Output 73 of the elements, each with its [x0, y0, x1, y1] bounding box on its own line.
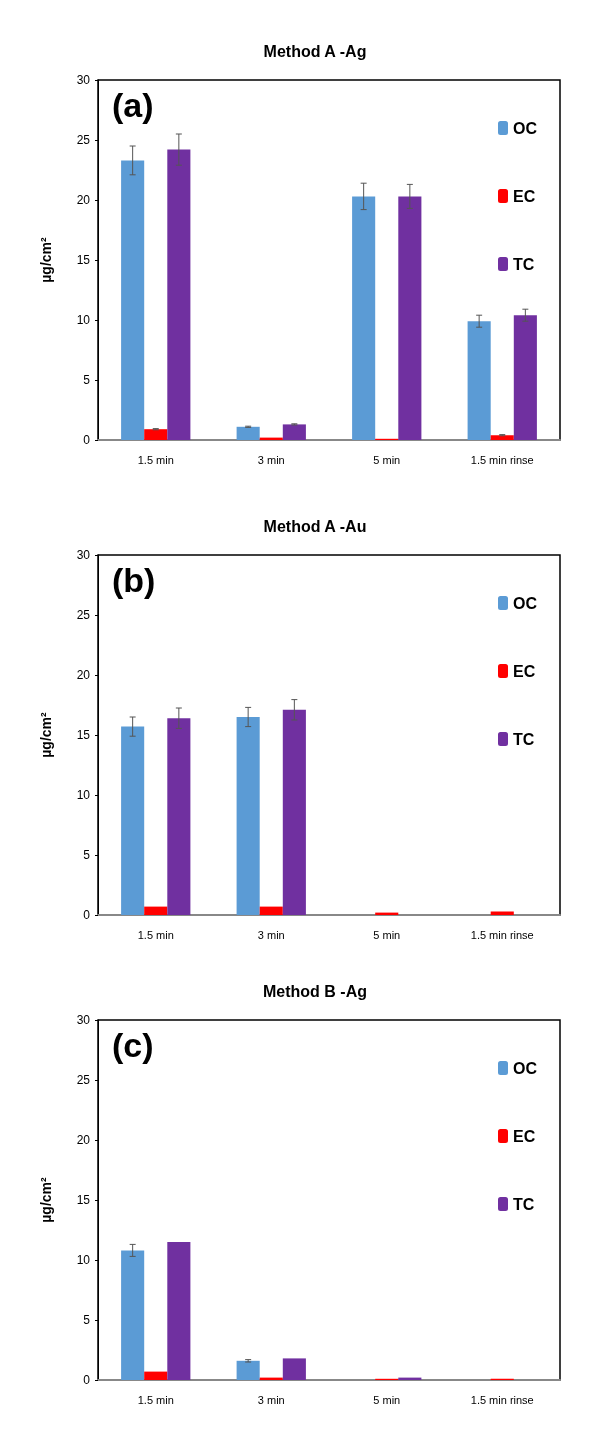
y-tick-label: 25	[76, 133, 91, 147]
annotation: (a)	[112, 86, 154, 124]
legend-label: EC	[513, 1127, 536, 1145]
bar	[282, 424, 306, 440]
x-tick-label: 5 min	[373, 453, 401, 466]
legend-label: EC	[513, 662, 536, 680]
bar	[490, 435, 514, 440]
y-tick-label: 20	[76, 1133, 91, 1147]
y-tick-label: 30	[76, 73, 91, 87]
legend-label: TC	[513, 255, 535, 273]
bar	[167, 1242, 191, 1380]
y-axis-title: µg/cm²	[38, 1176, 54, 1223]
annotation: (c)	[112, 1026, 154, 1064]
y-tick-label: 5	[83, 373, 91, 387]
legend-label: OC	[513, 1059, 538, 1077]
x-tick-label: 1.5 min	[137, 928, 174, 941]
y-tick-label: 10	[76, 788, 91, 802]
y-tick-label: 5	[83, 848, 91, 862]
y-tick-label: 0	[83, 433, 91, 447]
x-tick-label: 3 min	[257, 453, 285, 466]
y-tick-label: 25	[76, 608, 91, 622]
legend-label: TC	[513, 1195, 535, 1213]
x-tick-label: 1.5 min	[137, 1393, 174, 1406]
bar	[236, 426, 260, 440]
chart-title: Method A -Au	[263, 517, 367, 535]
bar	[144, 429, 168, 440]
x-tick-label: 3 min	[257, 1393, 285, 1406]
x-tick-label: 5 min	[373, 1393, 401, 1406]
bar	[236, 1360, 260, 1380]
y-tick-label: 10	[76, 1253, 91, 1267]
bar	[513, 315, 537, 440]
bar	[167, 718, 191, 915]
y-tick-label: 15	[76, 728, 91, 742]
bar	[398, 196, 422, 440]
y-tick-label: 30	[76, 1013, 91, 1027]
x-tick-label: 5 min	[373, 928, 401, 941]
chart-title: Method A -Ag	[263, 42, 367, 60]
annotation: (b)	[112, 561, 156, 599]
bar	[282, 1358, 306, 1380]
bar	[144, 906, 168, 915]
y-tick-label: 0	[83, 1373, 91, 1387]
legend-label: OC	[513, 119, 538, 137]
y-tick-label: 20	[76, 193, 91, 207]
y-tick-label: 15	[76, 1193, 91, 1207]
y-tick-label: 0	[83, 908, 91, 922]
legend-label: OC	[513, 594, 538, 612]
y-axis-title: µg/cm²	[38, 236, 54, 283]
chart-title: Method B -Ag	[263, 982, 367, 1000]
bar	[467, 321, 491, 440]
x-tick-label: 1.5 min rinse	[470, 1393, 534, 1406]
y-tick-label: 30	[76, 548, 91, 562]
y-tick-label: 10	[76, 313, 91, 327]
bar	[121, 160, 145, 440]
bar	[259, 906, 283, 915]
x-tick-label: 1.5 min rinse	[470, 453, 534, 466]
bar	[167, 149, 191, 440]
y-tick-label: 25	[76, 1073, 91, 1087]
bar	[490, 911, 514, 915]
bar	[352, 196, 376, 440]
bar	[282, 709, 306, 915]
legend-label: EC	[513, 187, 536, 205]
bar	[144, 1371, 168, 1380]
bar	[236, 717, 260, 915]
y-tick-label: 20	[76, 668, 91, 682]
x-tick-label: 3 min	[257, 928, 285, 941]
bar	[121, 726, 145, 915]
legend-label: TC	[513, 730, 535, 748]
bar	[121, 1250, 145, 1380]
x-tick-label: 1.5 min rinse	[470, 928, 534, 941]
y-axis-title: µg/cm²	[38, 711, 54, 758]
y-tick-label: 5	[83, 1313, 91, 1327]
x-tick-label: 1.5 min	[137, 453, 174, 466]
y-tick-label: 15	[76, 253, 91, 267]
